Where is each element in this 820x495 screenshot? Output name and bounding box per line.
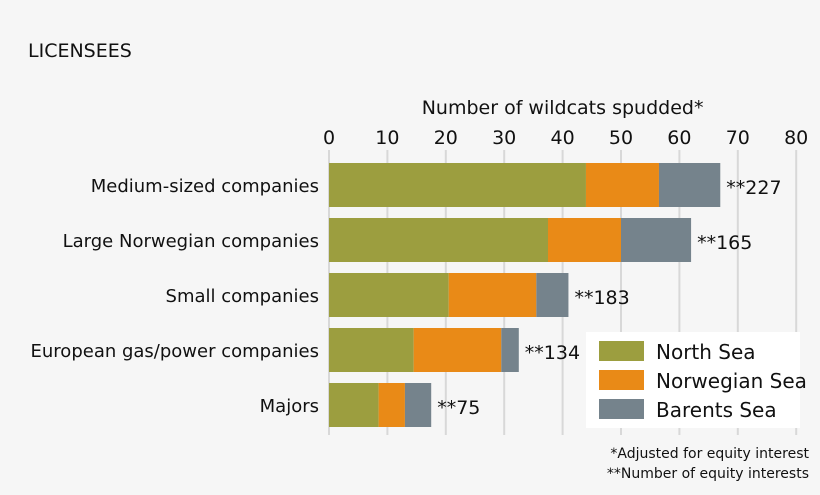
category-label: Large Norwegian companies [63, 231, 319, 252]
x-axis-label: Number of wildcats spudded* [422, 97, 704, 119]
bar-segment [404, 383, 432, 427]
legend-swatch [599, 399, 644, 419]
legend-label: North Sea [656, 340, 756, 364]
chart-title: LICENSEES [28, 40, 132, 62]
bar-segment [658, 163, 721, 207]
category-label: European gas/power companies [31, 341, 319, 362]
bar-segment [329, 163, 586, 207]
x-tick-label: 30 [492, 127, 516, 149]
x-tick-label: 20 [434, 127, 458, 149]
bar-segment [621, 218, 692, 262]
bar-label: **134 [525, 342, 580, 364]
bar-segment [378, 383, 405, 427]
bar-segment [329, 273, 449, 317]
footnote: *Adjusted for equity interest [610, 446, 809, 462]
x-tick-label: 40 [551, 127, 575, 149]
bar-label: **165 [697, 232, 752, 254]
bar-label: **75 [437, 397, 480, 419]
bar-segment [329, 218, 548, 262]
bar-segment [501, 328, 519, 372]
category-label: Majors [260, 396, 319, 417]
legend-label: Barents Sea [656, 398, 777, 422]
bar-segment [413, 328, 502, 372]
bar-label: **183 [574, 287, 629, 309]
x-tick-label: 10 [375, 127, 399, 149]
bar-segment [329, 383, 379, 427]
x-tick-label: 0 [323, 127, 335, 149]
bar-label: **227 [726, 177, 781, 199]
category-label: Medium-sized companies [91, 176, 319, 197]
footnote: **Number of equity interests [607, 466, 809, 482]
legend-swatch [599, 341, 644, 361]
x-tick-label: 50 [609, 127, 633, 149]
legend-label: Norwegian Sea [656, 369, 807, 393]
bar-segment [329, 328, 414, 372]
bar-segment [585, 163, 659, 207]
bar-segment [448, 273, 537, 317]
bar-segment [548, 218, 621, 262]
category-label: Small companies [166, 286, 319, 307]
x-tick-label: 70 [726, 127, 750, 149]
x-tick-label: 60 [667, 127, 691, 149]
bar-segment [536, 273, 569, 317]
x-tick-label: 80 [784, 127, 808, 149]
legend-swatch [599, 370, 644, 390]
